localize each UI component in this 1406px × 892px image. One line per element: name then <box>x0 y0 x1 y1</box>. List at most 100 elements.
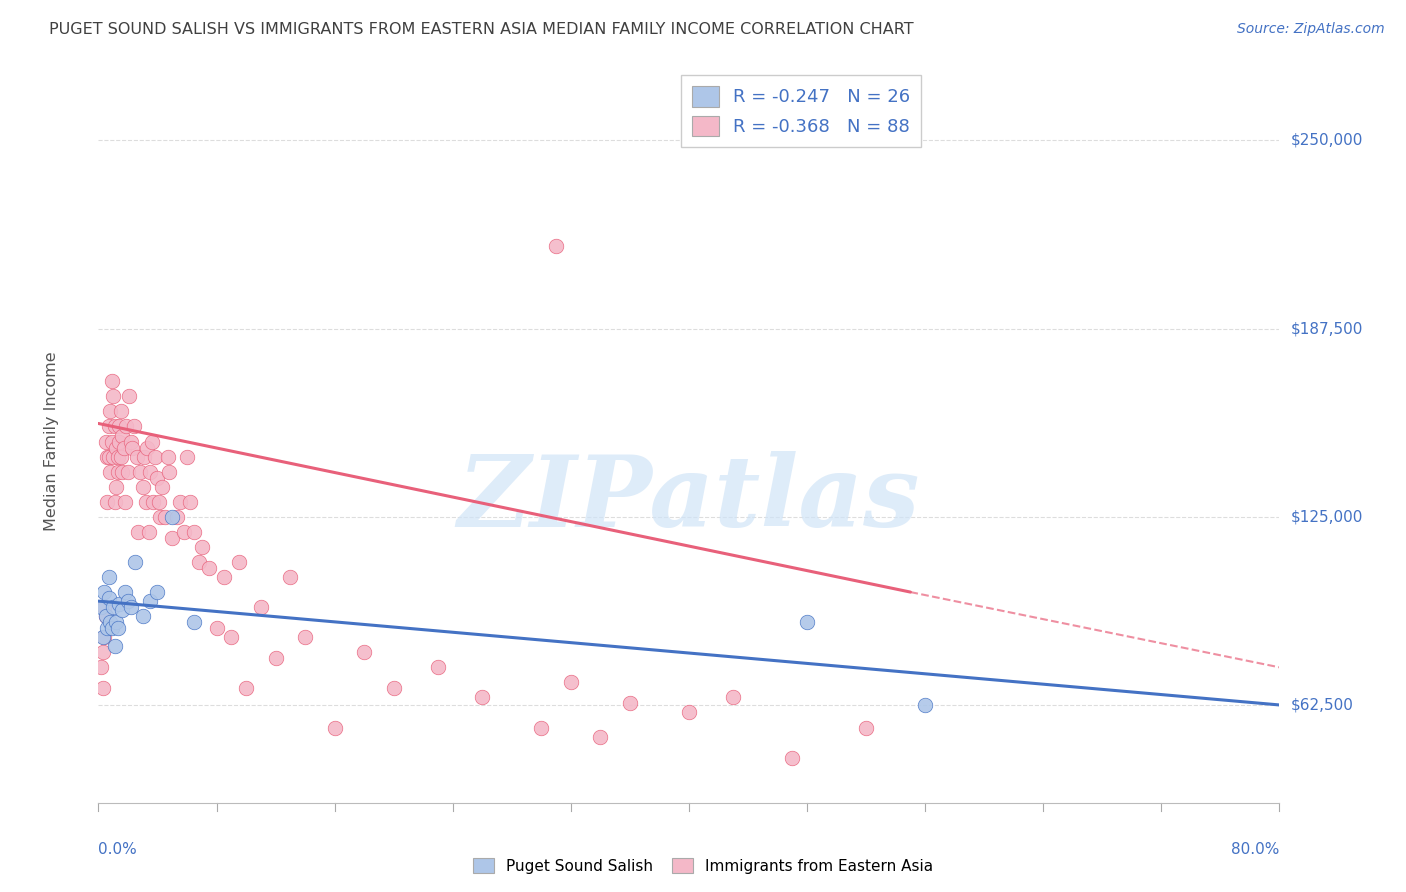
Point <box>100 621 122 635</box>
Point <box>235 681 257 696</box>
Text: ZIPatlas: ZIPatlas <box>458 451 920 548</box>
Point <box>90 660 112 674</box>
Point <box>90 600 112 615</box>
Text: Median Family Income: Median Family Income <box>44 351 59 532</box>
Point <box>117 594 139 608</box>
Point <box>139 465 162 479</box>
Point <box>782 750 804 764</box>
Point <box>96 621 118 635</box>
Point <box>93 585 115 599</box>
Point <box>156 450 179 464</box>
Point <box>93 600 115 615</box>
Point <box>723 690 745 705</box>
Point <box>120 600 142 615</box>
Point <box>91 645 114 659</box>
Point <box>107 465 129 479</box>
Point <box>104 639 127 653</box>
Point <box>91 681 114 696</box>
Point <box>427 660 450 674</box>
Point <box>96 450 118 464</box>
Point <box>179 494 201 508</box>
Text: $62,500: $62,500 <box>1291 698 1354 713</box>
Point <box>146 470 169 484</box>
Point <box>153 509 176 524</box>
Point <box>678 706 700 720</box>
Point <box>132 609 155 624</box>
Point <box>108 434 131 449</box>
Point <box>132 480 155 494</box>
Text: $125,000: $125,000 <box>1291 509 1362 524</box>
Point <box>228 555 250 569</box>
Point <box>94 609 117 624</box>
Point <box>162 509 183 524</box>
Point <box>619 697 641 711</box>
Point <box>105 615 128 630</box>
Point <box>98 465 121 479</box>
Point <box>187 555 209 569</box>
Point <box>150 480 173 494</box>
Point <box>103 600 125 615</box>
Point <box>173 524 195 539</box>
Point <box>100 434 122 449</box>
Point <box>105 480 128 494</box>
Point <box>96 494 118 508</box>
Point <box>323 721 346 735</box>
Point <box>118 389 141 403</box>
Point <box>382 681 405 696</box>
Text: Source: ZipAtlas.com: Source: ZipAtlas.com <box>1237 22 1385 37</box>
Point <box>98 404 121 418</box>
Point <box>212 570 235 584</box>
Point <box>111 603 134 617</box>
Point <box>94 609 117 624</box>
Point <box>157 465 180 479</box>
Point <box>471 690 494 705</box>
Point <box>97 591 120 606</box>
Point <box>97 450 120 464</box>
Legend: Puget Sound Salish, Immigrants from Eastern Asia: Puget Sound Salish, Immigrants from East… <box>467 852 939 880</box>
Point <box>107 621 129 635</box>
Point <box>264 651 287 665</box>
Point <box>280 570 302 584</box>
Point <box>546 239 568 253</box>
Text: $187,500: $187,500 <box>1291 321 1362 336</box>
Point <box>108 597 131 611</box>
Point <box>127 524 149 539</box>
Point <box>110 450 132 464</box>
Point <box>191 540 214 554</box>
Point <box>250 600 273 615</box>
Point <box>98 615 121 630</box>
Point <box>221 630 243 644</box>
Point <box>353 645 375 659</box>
Point <box>97 419 120 434</box>
Point <box>135 494 157 508</box>
Point <box>108 419 131 434</box>
Point <box>589 730 612 744</box>
Point <box>136 441 159 455</box>
Point <box>143 450 166 464</box>
Point <box>855 721 877 735</box>
Point <box>198 561 221 575</box>
Point <box>97 570 120 584</box>
Point <box>148 494 170 508</box>
Point <box>134 450 156 464</box>
Point <box>176 450 198 464</box>
Point <box>112 441 135 455</box>
Text: PUGET SOUND SALISH VS IMMIGRANTS FROM EASTERN ASIA MEDIAN FAMILY INCOME CORRELAT: PUGET SOUND SALISH VS IMMIGRANTS FROM EA… <box>49 22 914 37</box>
Point <box>110 404 132 418</box>
Point <box>169 494 191 508</box>
Text: 0.0%: 0.0% <box>98 842 138 856</box>
Point <box>183 615 205 630</box>
Point <box>166 509 188 524</box>
Point <box>120 434 142 449</box>
Point <box>294 630 316 644</box>
Point <box>107 450 129 464</box>
Point <box>138 524 160 539</box>
Point <box>94 434 117 449</box>
Point <box>141 434 163 449</box>
Point <box>796 615 818 630</box>
Point <box>103 450 125 464</box>
Point <box>103 389 125 403</box>
Text: 80.0%: 80.0% <box>1232 842 1279 856</box>
Point <box>183 524 205 539</box>
Point <box>105 441 128 455</box>
